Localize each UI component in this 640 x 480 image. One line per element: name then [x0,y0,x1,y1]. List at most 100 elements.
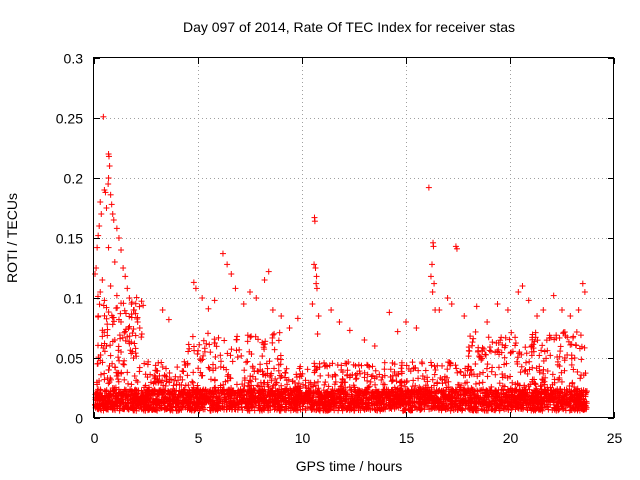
data-point [513,386,520,393]
data-point [136,325,143,331]
data-point [279,404,286,411]
data-point [292,394,299,401]
data-point [197,369,204,376]
data-point [325,372,332,379]
data-point [522,359,529,366]
data-point [561,386,568,393]
data-point [466,389,473,396]
data-point [109,385,116,391]
data-point [466,348,473,355]
data-point [94,244,101,251]
data-point [426,406,433,413]
data-point [314,331,321,337]
data-point [140,302,147,309]
data-point [512,406,519,413]
data-point [295,380,302,387]
data-point [431,371,438,378]
data-point [185,341,192,348]
data-point [118,400,125,407]
data-point [211,384,218,391]
data-point [512,334,519,341]
data-point [456,392,463,399]
data-point [447,407,454,414]
data-point [99,277,106,283]
data-point [529,376,536,383]
data-point [311,218,318,225]
data-point [109,211,116,217]
data-point [345,399,352,406]
data-point [212,353,219,360]
data-point [538,347,545,354]
data-point [514,358,521,365]
data-point [224,261,231,268]
data-point [557,343,564,350]
data-point [138,334,145,341]
data-point [151,378,158,385]
data-point [431,382,438,389]
data-point [529,331,536,338]
data-point [271,330,278,337]
data-point [532,387,539,394]
data-point [514,354,521,361]
data-point [103,343,110,349]
data-point [158,405,165,412]
data-point [429,261,435,268]
data-point [561,357,568,364]
data-point [318,391,325,398]
data-point [127,386,134,393]
data-point [494,348,501,355]
data-point [278,382,285,389]
data-point [97,390,104,397]
data-point [449,386,456,393]
data-point [257,404,264,411]
data-point [126,333,133,340]
data-point [335,407,342,414]
data-point [560,329,567,336]
data-point [113,292,120,299]
data-point [209,397,216,404]
data-point [497,337,504,344]
data-point [126,313,133,320]
data-point [539,376,546,383]
data-point [480,386,487,393]
data-point [132,386,139,393]
data-point [161,390,168,397]
data-point [106,163,113,169]
data-point [543,397,550,404]
data-point [238,392,245,399]
data-point [366,364,373,371]
data-point [467,367,474,374]
y-axis-label: ROTI / TECUs [4,193,20,283]
data-point [558,369,565,376]
data-point [453,365,460,372]
data-point [321,395,328,402]
data-point [577,375,584,382]
data-point [358,362,365,369]
data-point [170,386,177,393]
data-point [100,344,107,351]
data-point [337,383,344,390]
data-point [182,382,189,389]
data-point [113,373,120,379]
data-point [409,359,416,366]
data-point [491,400,498,407]
data-point [94,342,101,349]
data-point [189,378,196,385]
data-point [338,362,345,369]
data-point [122,328,129,335]
data-point [277,352,284,359]
data-point [353,392,360,399]
data-point [107,352,114,359]
data-point [567,313,574,319]
data-point [469,339,476,346]
data-point [215,334,222,341]
data-point [203,340,210,347]
data-point [228,346,235,353]
data-point [415,367,422,374]
data-point [173,407,180,414]
x-tick-label: 20 [503,430,519,446]
data-point [387,366,394,373]
data-point [125,380,132,387]
data-point [422,391,429,398]
